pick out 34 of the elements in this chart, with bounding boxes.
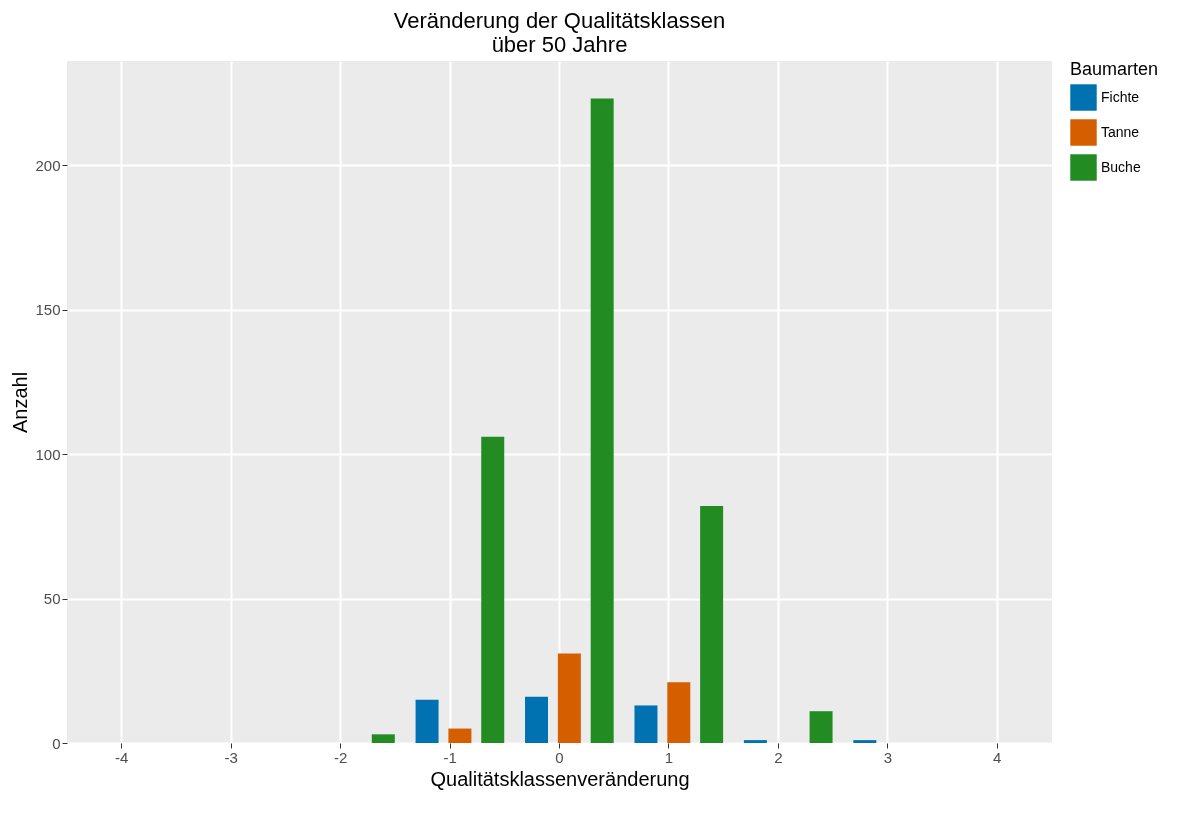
- bar: [371, 734, 395, 743]
- chart-title: Veränderung der Qualitätsklassen über 50 Jahre: [393, 8, 726, 57]
- bar: [481, 436, 505, 743]
- x-tick-label: 0: [555, 748, 564, 766]
- x-tick-label: 2: [774, 748, 783, 766]
- x-tick-label: 3: [883, 748, 893, 766]
- bar: [634, 705, 658, 743]
- y-tick-label: 200: [35, 156, 61, 174]
- bar: [525, 696, 549, 743]
- bar: [700, 506, 724, 743]
- y-axis-title: Anzahl: [9, 371, 32, 434]
- legend-label: Tanne: [1101, 123, 1140, 140]
- x-axis-title: Qualitätsklassenveränderung: [430, 767, 690, 790]
- bar: [809, 711, 833, 743]
- bar: [590, 98, 614, 743]
- bar: [667, 682, 691, 743]
- y-tick-label: 0: [52, 734, 61, 752]
- x-tick-label: 1: [664, 748, 674, 766]
- bar: [743, 740, 767, 743]
- y-tick-label: 100: [35, 445, 61, 463]
- bar: [557, 653, 581, 743]
- x-tick-label: -4: [115, 748, 129, 766]
- x-tick-label: 4: [993, 748, 1002, 766]
- bar: [448, 728, 472, 743]
- legend-label: Fichte: [1101, 88, 1140, 105]
- x-tick-label: -2: [333, 748, 348, 766]
- legend-title: Baumarten: [1070, 59, 1159, 79]
- bar: [853, 740, 877, 743]
- x-tick-label: -1: [443, 748, 457, 766]
- y-tick-label: 150: [35, 301, 61, 319]
- x-tick-label: -3: [224, 748, 238, 766]
- legend-label: Buche: [1101, 158, 1141, 175]
- y-tick-label: 50: [43, 590, 61, 608]
- bar: [415, 699, 439, 743]
